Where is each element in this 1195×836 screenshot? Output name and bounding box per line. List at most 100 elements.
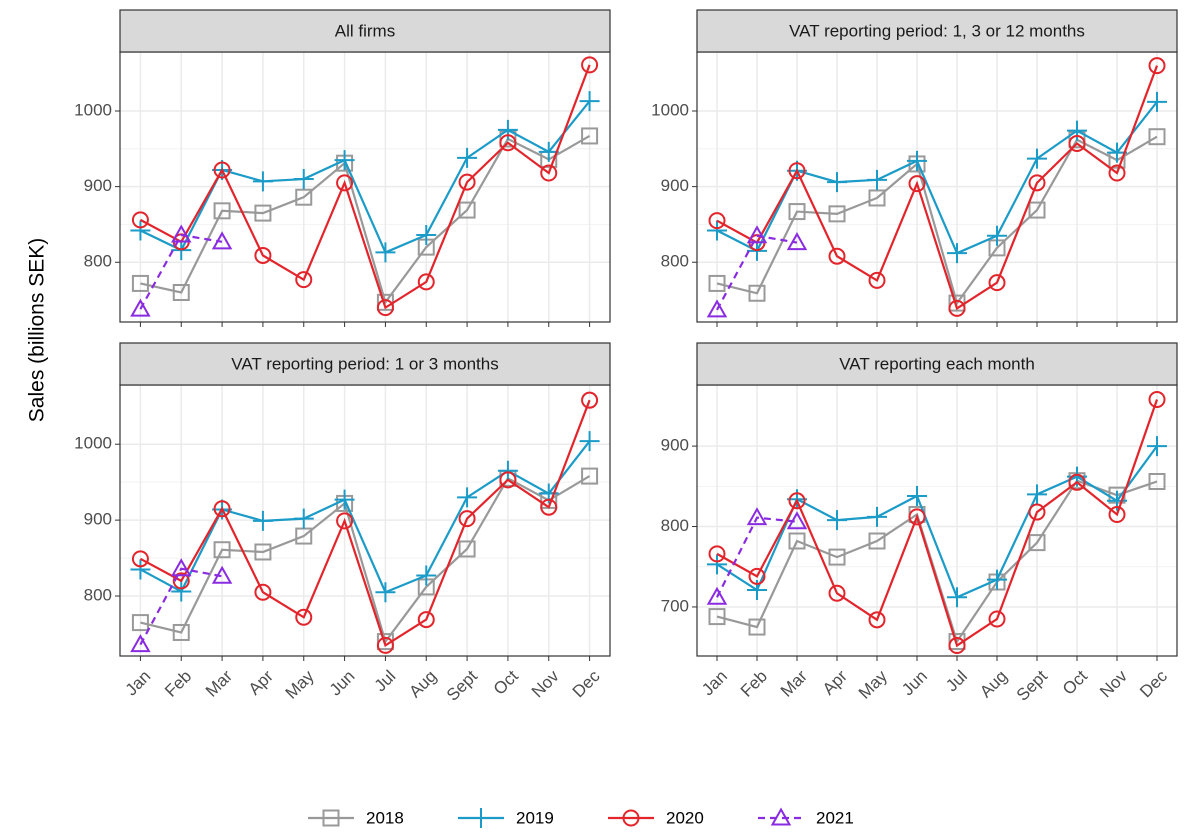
y-tick-label: 800 bbox=[84, 252, 112, 271]
marker bbox=[497, 119, 518, 140]
x-tick-label: Sept bbox=[443, 666, 481, 704]
marker bbox=[746, 225, 768, 244]
marker bbox=[988, 274, 1006, 292]
marker bbox=[458, 201, 476, 219]
marker bbox=[131, 274, 149, 292]
marker bbox=[336, 174, 354, 192]
x-tick-label: Mar bbox=[777, 666, 811, 700]
marker bbox=[254, 246, 272, 264]
legend-label: 2020 bbox=[666, 808, 704, 827]
legend-label: 2019 bbox=[516, 808, 554, 827]
marker bbox=[540, 164, 558, 182]
marker bbox=[538, 141, 559, 162]
marker bbox=[213, 202, 231, 220]
marker bbox=[907, 150, 927, 171]
marker bbox=[748, 618, 766, 636]
marker bbox=[1148, 390, 1166, 408]
marker bbox=[868, 611, 886, 629]
marker bbox=[254, 543, 272, 561]
marker bbox=[334, 489, 355, 510]
strip-title: VAT reporting period: 1, 3 or 12 months bbox=[789, 21, 1085, 40]
marker bbox=[293, 508, 314, 529]
series-line bbox=[139, 440, 591, 594]
x-tick-label: Apr bbox=[819, 666, 851, 698]
marker bbox=[336, 512, 354, 530]
panel-background bbox=[697, 385, 1177, 656]
legend-marker bbox=[622, 809, 640, 827]
marker bbox=[458, 173, 476, 191]
marker bbox=[828, 205, 846, 223]
marker bbox=[908, 508, 926, 526]
marker bbox=[1147, 91, 1167, 112]
x-tick-label: Feb bbox=[737, 667, 771, 701]
x-tick-label: Jul bbox=[942, 667, 971, 696]
marker bbox=[254, 204, 272, 222]
legend-marker bbox=[322, 809, 340, 827]
marker bbox=[907, 485, 927, 506]
marker bbox=[376, 636, 394, 654]
marker bbox=[497, 460, 518, 481]
marker bbox=[706, 299, 728, 318]
marker bbox=[172, 623, 190, 641]
y-tick-label: 1000 bbox=[651, 100, 689, 119]
x-tick-label: Jan bbox=[122, 667, 155, 700]
marker bbox=[130, 634, 151, 653]
marker bbox=[295, 188, 313, 206]
marker bbox=[987, 569, 1007, 590]
marker bbox=[707, 220, 727, 241]
marker bbox=[130, 298, 151, 317]
marker bbox=[868, 271, 886, 289]
marker bbox=[706, 586, 728, 605]
marker bbox=[375, 242, 396, 263]
x-tick-label: Oct bbox=[490, 666, 522, 698]
marker bbox=[827, 172, 847, 193]
x-tick-label: May bbox=[282, 666, 318, 702]
x-tick-label: Mar bbox=[202, 666, 236, 700]
marker bbox=[867, 506, 887, 527]
marker bbox=[868, 532, 886, 550]
strip bbox=[119, 342, 611, 386]
marker bbox=[948, 299, 966, 317]
marker bbox=[868, 189, 886, 207]
y-tick-label: 700 bbox=[661, 596, 689, 615]
marker bbox=[1068, 473, 1086, 491]
marker bbox=[581, 56, 599, 74]
marker bbox=[1148, 128, 1166, 146]
marker bbox=[211, 231, 233, 250]
strip bbox=[696, 9, 1178, 53]
y-axis-label: Sales (billions SEK) bbox=[26, 238, 49, 422]
marker bbox=[499, 134, 517, 152]
strip-title: VAT reporting each month bbox=[839, 354, 1035, 373]
marker bbox=[708, 212, 726, 230]
y-tick-label: 800 bbox=[84, 586, 112, 605]
strip bbox=[696, 342, 1178, 386]
legend-marker bbox=[770, 807, 792, 826]
marker bbox=[295, 608, 313, 626]
series-line bbox=[139, 567, 223, 646]
x-tick-label: Sept bbox=[1013, 666, 1051, 704]
marker bbox=[1028, 503, 1046, 521]
marker bbox=[172, 572, 190, 590]
marker bbox=[131, 211, 149, 229]
marker bbox=[172, 284, 190, 302]
x-tick-label: Dec bbox=[1136, 666, 1171, 701]
marker bbox=[457, 147, 478, 168]
marker bbox=[131, 614, 149, 632]
strip bbox=[119, 9, 611, 53]
marker bbox=[1148, 472, 1166, 490]
marker bbox=[130, 220, 151, 241]
marker bbox=[867, 169, 887, 190]
marker bbox=[499, 471, 517, 489]
marker bbox=[581, 391, 599, 409]
series-line bbox=[716, 234, 798, 311]
x-tick-label: Dec bbox=[569, 666, 604, 701]
marker bbox=[947, 243, 967, 264]
marker bbox=[1148, 57, 1166, 75]
marker bbox=[707, 554, 727, 575]
marker bbox=[540, 498, 558, 516]
marker bbox=[376, 299, 394, 317]
legend-label: 2018 bbox=[366, 808, 404, 827]
x-tick-label: Jun bbox=[326, 667, 359, 700]
marker bbox=[988, 610, 1006, 628]
marker bbox=[1028, 174, 1046, 192]
